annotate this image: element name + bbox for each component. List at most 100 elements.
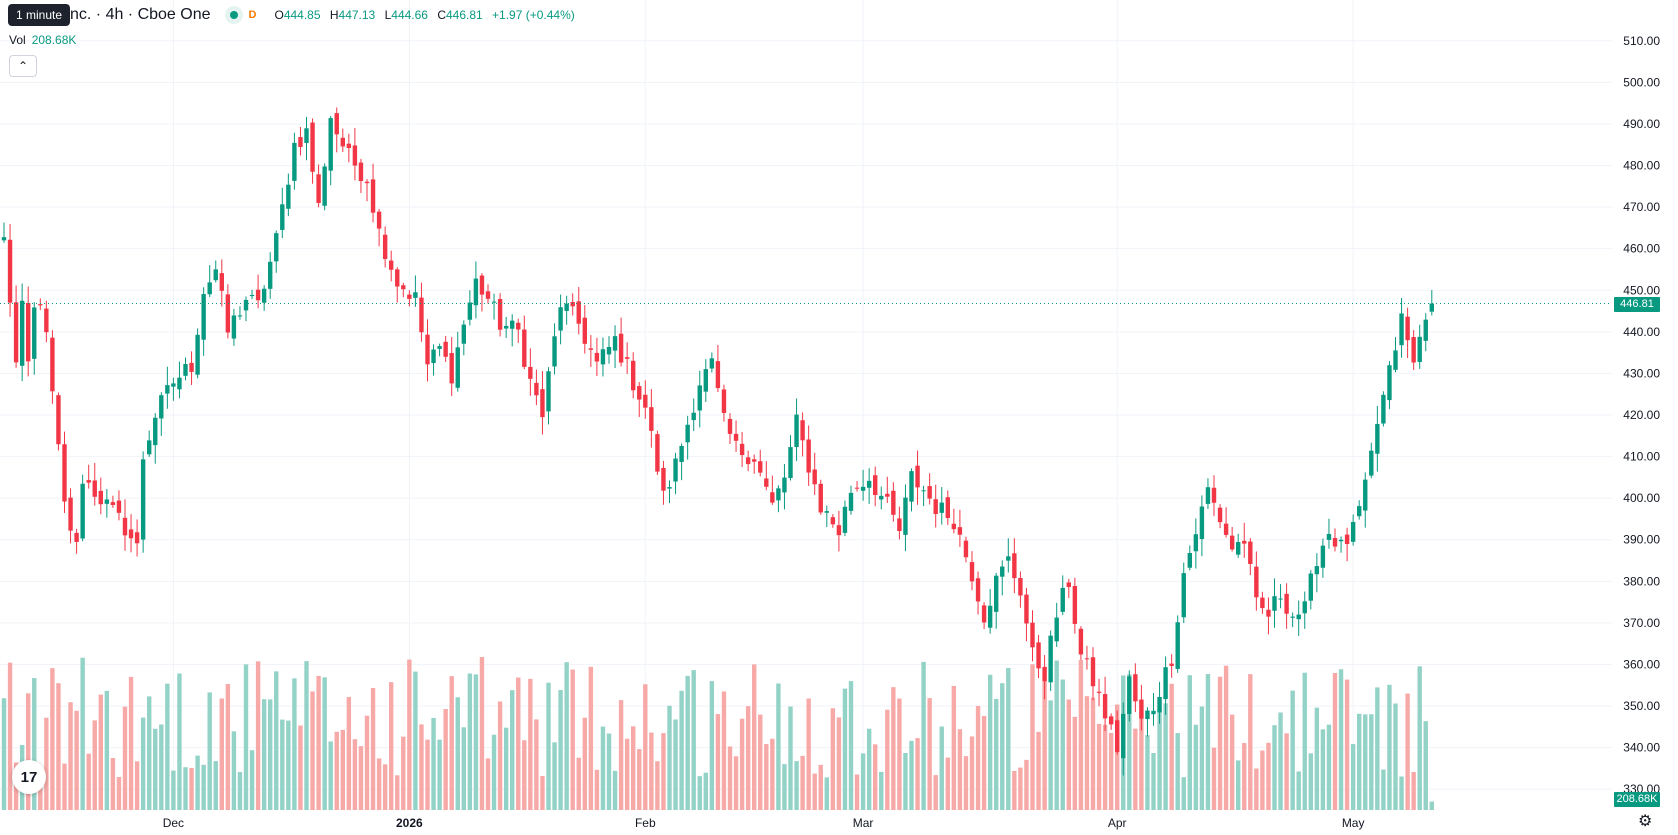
volume-bar <box>927 698 932 810</box>
volume-bar <box>1169 683 1174 810</box>
volume-bar <box>255 661 261 810</box>
volume-bar <box>286 720 291 810</box>
market-status-icon[interactable] <box>224 6 243 24</box>
volume-bar <box>516 677 521 810</box>
volume-bar <box>866 728 872 810</box>
symbol-title[interactable]: nc. · 4h · Cboe One <box>70 6 211 23</box>
volume-bar <box>1344 679 1350 810</box>
price-tick-label: 420.00 <box>1623 408 1660 422</box>
candle-body <box>854 487 860 489</box>
volume-bar <box>842 688 848 810</box>
candle-body <box>1399 313 1404 346</box>
volume-bar <box>1181 777 1186 810</box>
price-tick-label: 470.00 <box>1623 200 1660 214</box>
candle-body <box>32 307 37 359</box>
volume-bar <box>497 701 503 810</box>
candle-body <box>987 605 993 628</box>
candle-body <box>1199 506 1205 540</box>
volume-bar <box>401 736 406 810</box>
gear-icon[interactable]: ⚙ <box>1638 813 1653 830</box>
candle-body <box>752 459 757 462</box>
candle-body <box>497 299 503 330</box>
volume-bar <box>1090 697 1096 810</box>
volume-bar <box>558 689 563 810</box>
candle-body <box>558 307 563 331</box>
candle-body <box>649 407 654 431</box>
volume-bar <box>1229 714 1235 810</box>
candle-body <box>546 371 551 412</box>
candle-body <box>903 497 908 535</box>
volume-bar <box>1429 801 1434 810</box>
volume-bar <box>485 758 491 810</box>
candle-body <box>691 412 696 421</box>
candle-body <box>140 459 146 540</box>
volume-bar <box>994 698 999 810</box>
collapse-legend-button[interactable]: ⌃ <box>9 55 37 77</box>
candle-body <box>885 493 890 497</box>
candle-body <box>44 308 49 333</box>
data-delay-badge[interactable]: D <box>248 9 257 21</box>
volume-bar <box>231 731 237 810</box>
volume-bar <box>655 761 660 810</box>
candle-body <box>183 364 188 376</box>
candle-body <box>1260 597 1265 609</box>
candle-body <box>612 336 618 351</box>
volume-bar <box>745 706 751 810</box>
candle-body <box>528 366 533 379</box>
candle-body <box>1151 710 1156 715</box>
volume-bar <box>1042 680 1047 810</box>
candle-body <box>431 349 436 364</box>
volume-bar <box>1000 683 1005 810</box>
volume-bar <box>44 717 49 810</box>
volume-bar <box>1018 767 1023 810</box>
volume-bar <box>576 757 581 810</box>
candle-body <box>116 500 122 513</box>
candle-body <box>897 518 902 532</box>
candle-body <box>401 285 406 290</box>
volume-bar <box>600 726 606 810</box>
candle-body <box>891 490 896 515</box>
candle-body <box>207 282 212 295</box>
candle-body <box>92 480 97 497</box>
volume-bar <box>491 734 497 810</box>
time-tick-label: 2026 <box>396 816 423 830</box>
volume-bar <box>903 753 908 810</box>
last-price-label: 446.81 <box>1614 296 1660 312</box>
volume-bar <box>116 776 122 810</box>
volume-bar <box>1296 771 1301 810</box>
candle-body <box>1332 538 1338 547</box>
candle-body <box>1411 337 1416 363</box>
volume-bar <box>951 685 957 810</box>
candle-body <box>1217 507 1223 523</box>
time-tick-label: Mar <box>853 816 874 830</box>
candle-body <box>352 145 358 166</box>
candle-body <box>104 499 110 504</box>
candle-body <box>818 483 823 513</box>
volume-bar <box>50 668 55 810</box>
volume-bar <box>346 696 352 810</box>
volume-bar <box>649 732 654 810</box>
volume-bar <box>963 756 969 810</box>
volume-bar <box>26 693 31 810</box>
volume-bar <box>68 702 73 810</box>
candle-body <box>134 532 140 544</box>
candle-body <box>624 357 630 359</box>
volume-bar <box>80 657 85 810</box>
candle-body <box>1084 658 1090 660</box>
volume-bar <box>818 764 823 810</box>
candle-body <box>249 294 255 297</box>
volume-bar <box>510 690 515 810</box>
tradingview-logo-icon[interactable]: 17 <box>12 760 46 794</box>
change-value: +1.97 (+0.44%) <box>492 8 575 22</box>
volume-bar <box>1223 665 1229 810</box>
volume-bar <box>298 725 303 810</box>
candle-body <box>62 444 67 502</box>
candle-body <box>927 486 932 499</box>
volume-bar <box>1084 696 1090 810</box>
candle-body <box>310 122 315 172</box>
volume-bar <box>425 739 430 810</box>
volume-bar <box>1320 729 1326 810</box>
candle-body <box>177 377 182 390</box>
volume-bar <box>528 678 533 810</box>
